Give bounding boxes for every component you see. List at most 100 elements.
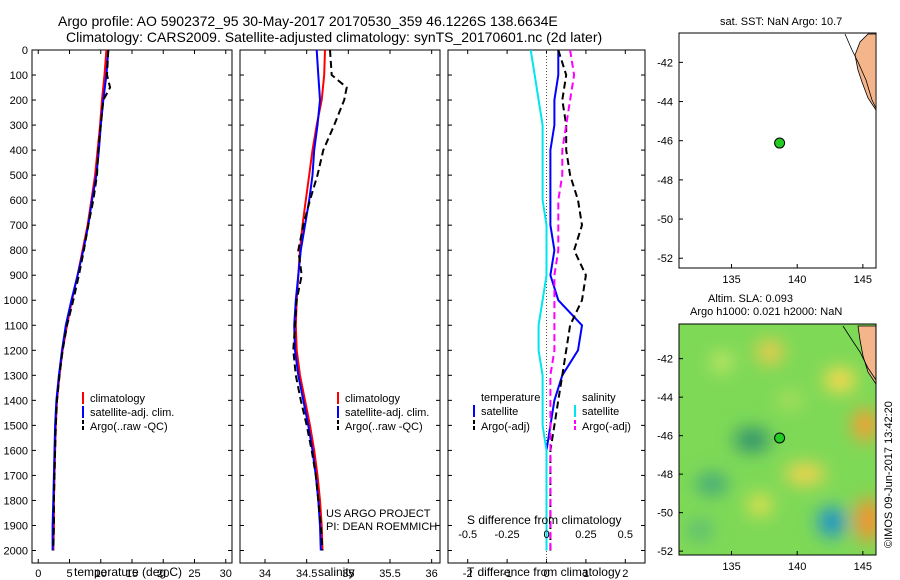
argo-location-marker-sla [774, 432, 786, 444]
map-x-tick-label: 135 [722, 561, 740, 573]
x-tick-label: 34 [259, 568, 271, 580]
depth-tick-label: 1000 [4, 295, 28, 307]
depth-tick-label: 1800 [4, 495, 28, 507]
series-line-temperature-argo-adj- [549, 49, 587, 551]
legend-label-argo: Argo(..raw -QC) [345, 421, 423, 433]
x-tick-label: -2 [463, 568, 473, 580]
salinity-lines [292, 49, 348, 551]
project-annotation-line2: PI: DEAN ROEMMICH [326, 521, 437, 533]
x-tick-label: 15 [126, 568, 138, 580]
x-tick-label: 2 [622, 568, 628, 580]
sst-axes-frame [678, 32, 877, 269]
x-tick-label: 25 [188, 568, 200, 580]
depth-tick-label: 2000 [4, 545, 28, 557]
map-x-tick-label: 140 [788, 561, 806, 573]
series-line-climatology [52, 49, 108, 551]
depth-tick-label: 1500 [4, 420, 28, 432]
depth-tick-label: 600 [10, 195, 28, 207]
x-tick-label: -1 [502, 568, 512, 580]
temperature-x-ticks: 0 5 10 15 20 25 30 [35, 50, 232, 580]
difference-secondary-ticks: -0.5 -0.25 0 0.25 0.5 [458, 529, 633, 541]
temperature-xlabel: temperature (deg C) [74, 565, 182, 579]
x-tick-label: 0 [543, 568, 549, 580]
map-x-tick-label: 145 [854, 561, 872, 573]
map-y-tick-label: -50 [657, 214, 673, 226]
imos-watermark: ©IMOS 09-Jun-2017 13:42:20 [883, 401, 895, 548]
map-x-tick-label: 135 [722, 274, 740, 286]
legend-label-t-argo: Argo(-adj) [481, 421, 530, 433]
salinity-x-ticks: 34 34.5 35 35.5 36 [259, 50, 438, 580]
depth-tick-label: 100 [10, 70, 28, 82]
legend-heading-temperature: temperature [481, 392, 540, 404]
salinity-xlabel: salinity [318, 565, 355, 579]
sst-coastline [844, 33, 877, 109]
x-tick-label: 35.5 [379, 568, 400, 580]
depth-tick-label: 1700 [4, 470, 28, 482]
depth-tick-label: 700 [10, 220, 28, 232]
difference-xlabel-s: S difference from climatology [467, 513, 622, 527]
map-y-tick-label: -46 [657, 431, 673, 443]
secondary-tick-label: 0.5 [618, 529, 633, 541]
series-line-temperature-satellite [545, 50, 584, 551]
difference-panel: -2 -1 0 1 2 T difference from climatology S … [447, 49, 646, 580]
depth-tick-label: 200 [10, 95, 28, 107]
secondary-tick-label: -0.5 [458, 529, 477, 541]
depth-tick-label: 500 [10, 170, 28, 182]
series-line-salinity-argo-adj- [549, 49, 576, 551]
salinity-legend: climatology satellite-adj. clim. Argo(..… [337, 392, 429, 433]
map-x-tick-label: 145 [854, 274, 872, 286]
x-tick-label: 10 [95, 568, 107, 580]
sla-subtitle: Argo h1000: 0.021 h2000: NaN [690, 306, 842, 318]
depth-tick-label: 1100 [4, 320, 28, 332]
difference-xlabel-t: T difference from climatology [467, 565, 621, 579]
figure-title-line1: Argo profile: AO 5902372_95 30-May-2017 … [58, 13, 558, 29]
sst-land-shape [854, 33, 877, 112]
secondary-tick-label: 0 [543, 529, 549, 541]
x-tick-label: 5 [66, 568, 72, 580]
x-tick-label: 36 [426, 568, 438, 580]
figure-title-line2: Climatology: CARS2009. Satellite-adjuste… [66, 29, 602, 45]
secondary-tick-label: -0.25 [495, 529, 520, 541]
depth-tick-label: 1300 [4, 370, 28, 382]
sla-ticks: 135 140 145 -42 -44 -46 -48 -50 -52 [657, 354, 872, 573]
difference-x-ticks: -2 -1 0 1 2 [463, 50, 628, 580]
series-line-argo-raw-qc- [292, 49, 348, 551]
temperature-lines [51, 49, 112, 551]
map-y-tick-label: -48 [657, 175, 673, 187]
series-line-salinity-satellite [529, 49, 548, 551]
depth-tick-label: 900 [10, 270, 28, 282]
x-tick-label: 20 [157, 568, 169, 580]
legend-label-satellite: satellite-adj. clim. [90, 407, 174, 419]
map-y-tick-label: -50 [657, 508, 673, 520]
x-tick-label: 30 [220, 568, 232, 580]
sla-coastline [842, 325, 877, 381]
x-tick-label: 1 [583, 568, 589, 580]
difference-lines [529, 49, 587, 551]
temperature-axes-frame [31, 49, 233, 564]
depth-tick-label: 300 [10, 120, 28, 132]
depth-tick-label: 400 [10, 145, 28, 157]
depth-tick-label: 0 [22, 45, 28, 57]
depth-tick-label: 1900 [4, 520, 28, 532]
x-tick-label: 0 [35, 568, 41, 580]
series-line-climatology [294, 49, 326, 551]
map-y-tick-label: -52 [657, 253, 673, 265]
sst-title: sat. SST: NaN Argo: 10.7 [720, 16, 842, 28]
map-y-tick-label: -42 [657, 354, 673, 366]
sst-ticks: 135 140 145 -42 -44 -46 -48 -50 -52 [657, 57, 872, 286]
sla-map-panel: Altim. SLA: 0.093 Argo h1000: 0.021 h200… [657, 293, 877, 573]
map-x-tick-label: 140 [788, 274, 806, 286]
argo-location-marker [774, 137, 786, 149]
legend-label-s-satellite: satellite [582, 406, 619, 418]
salinity-depth-ticks [240, 49, 440, 551]
map-y-tick-label: -52 [657, 546, 673, 558]
project-annotation-line1: US ARGO PROJECT [326, 508, 431, 520]
map-y-tick-label: -46 [657, 136, 673, 148]
series-line-argo-raw-qc- [52, 49, 112, 551]
secondary-tick-label: 0.25 [575, 529, 596, 541]
legend-heading-salinity: salinity [582, 392, 616, 404]
map-y-tick-label: -44 [657, 392, 673, 404]
legend-label-argo: Argo(..raw -QC) [90, 421, 168, 433]
x-tick-label: 34.5 [296, 568, 317, 580]
